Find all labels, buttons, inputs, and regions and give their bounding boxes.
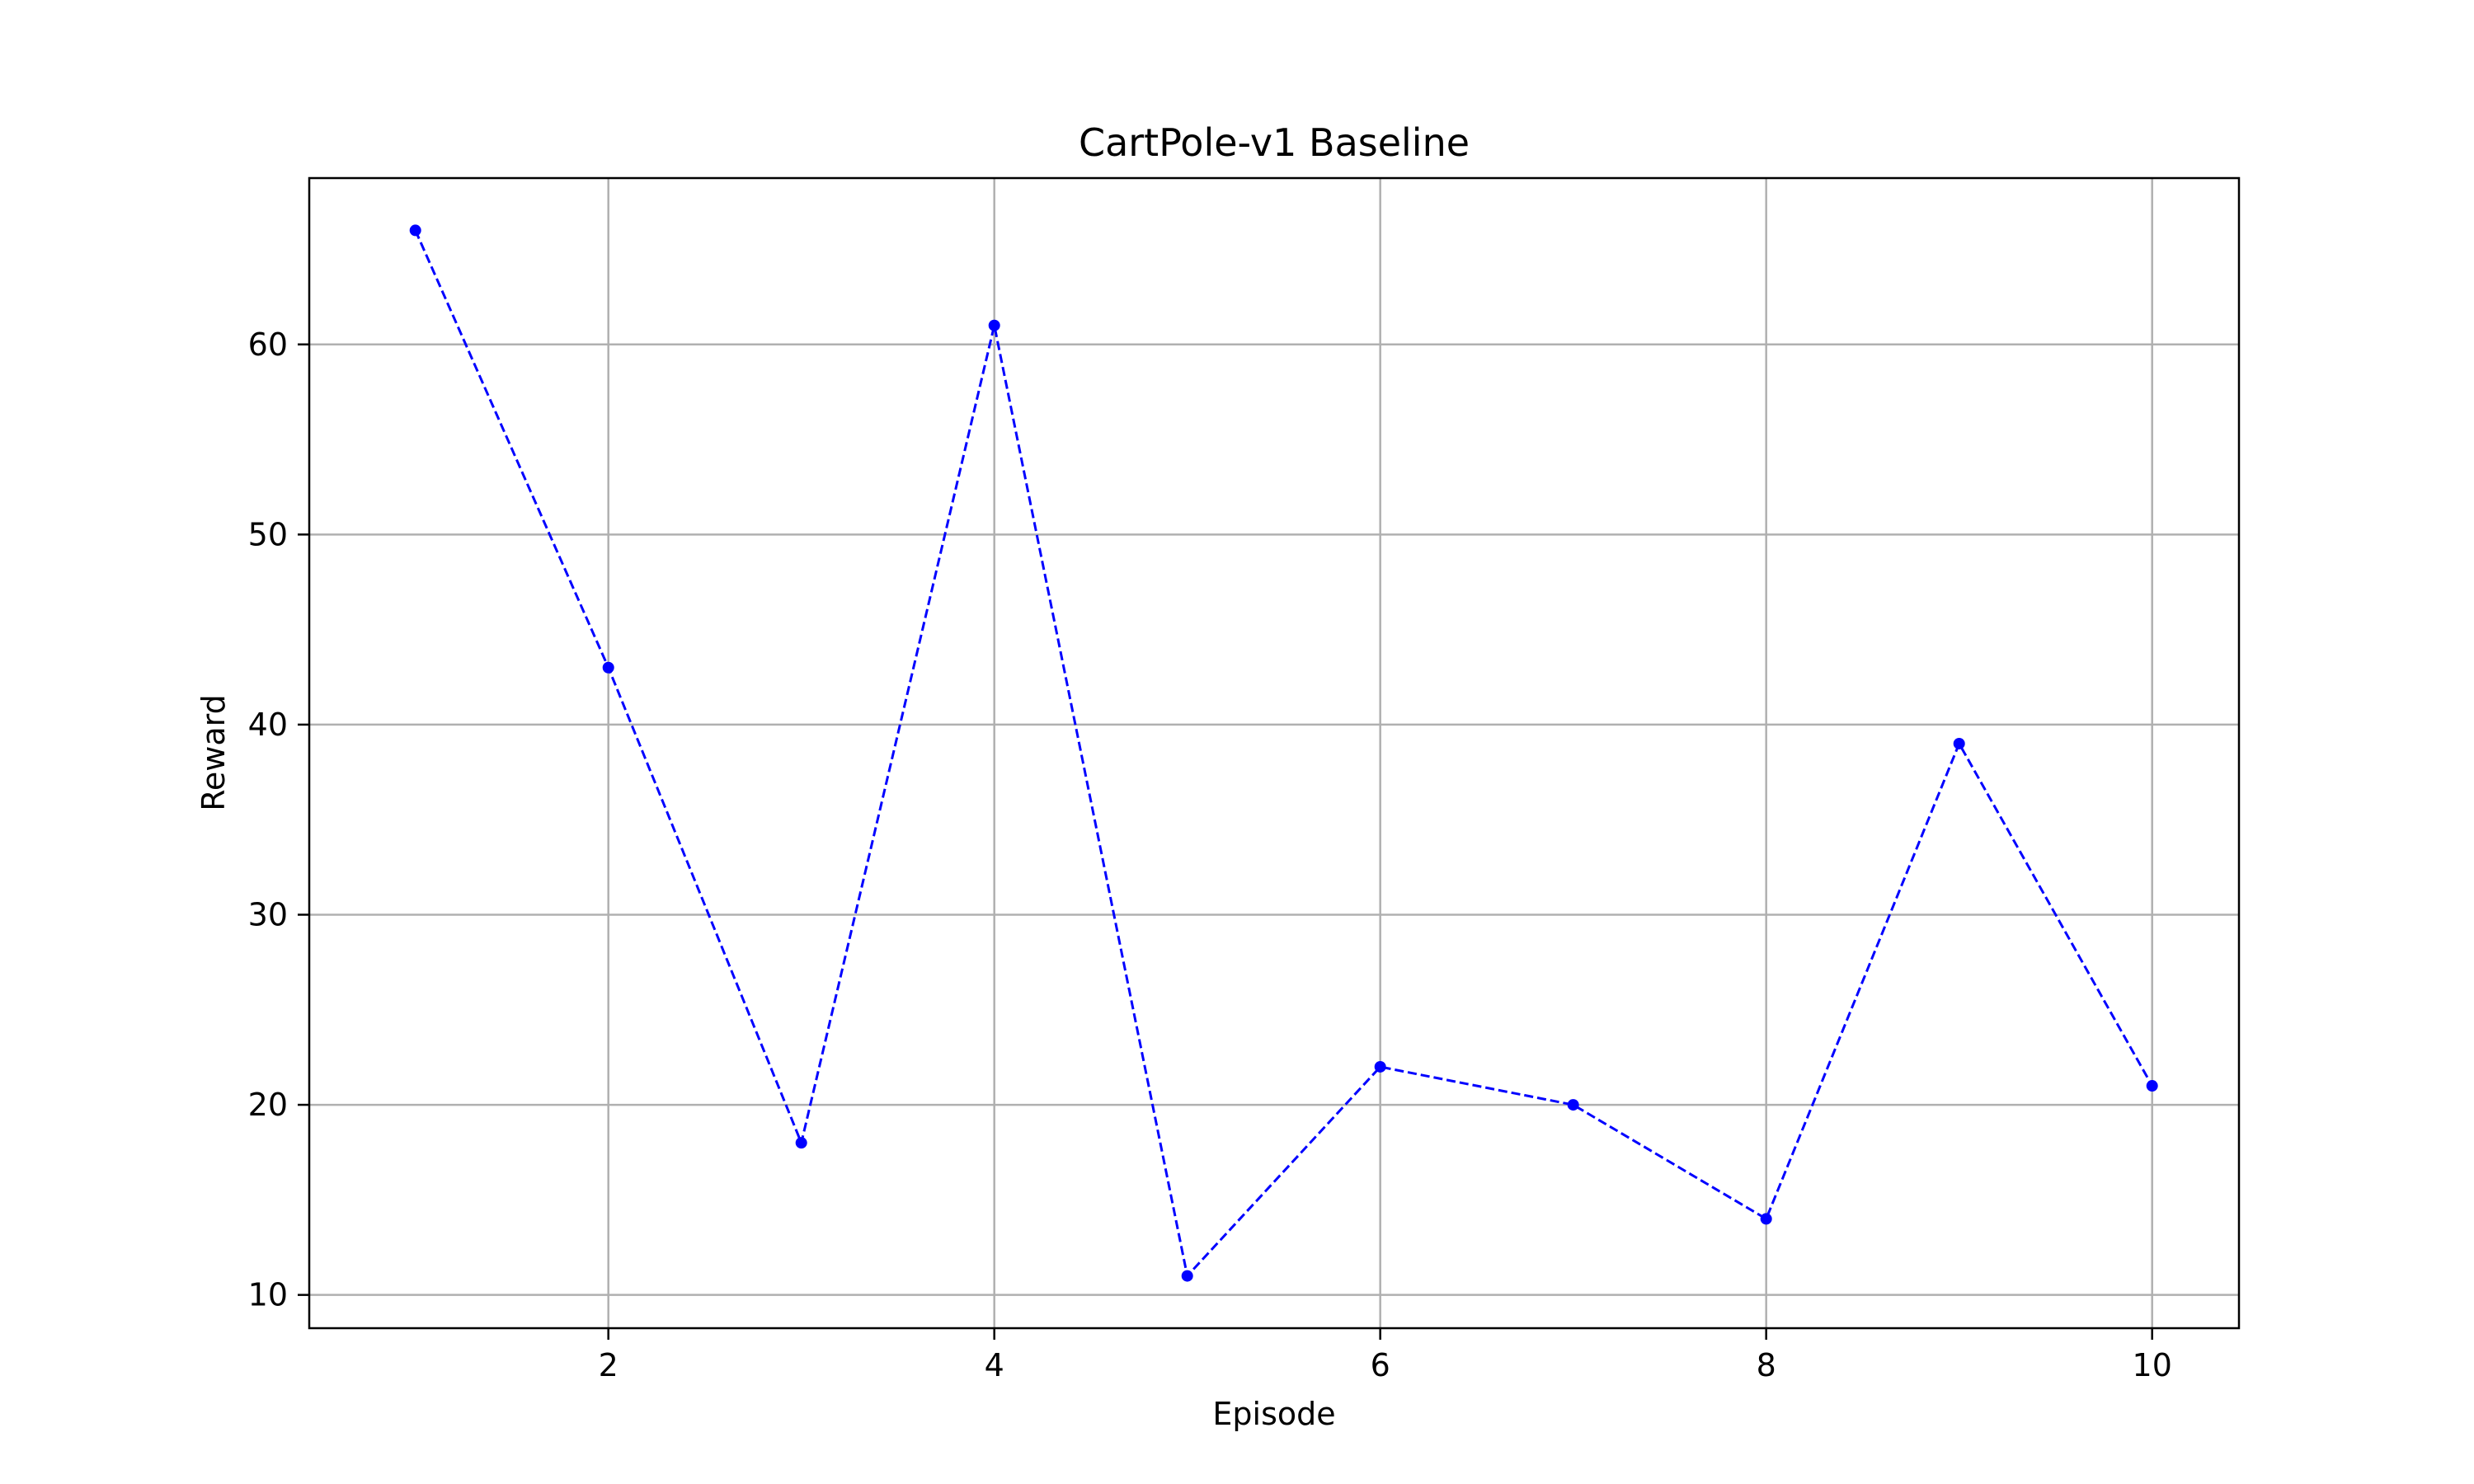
x-axis-label: Episode: [1212, 1396, 1335, 1432]
data-point: [1567, 1099, 1579, 1111]
data-point: [1760, 1213, 1772, 1225]
y-axis-label: Reward: [195, 694, 232, 811]
x-tick-label: 4: [985, 1347, 1004, 1383]
y-tick-label: 50: [248, 516, 288, 552]
ticks: 2 4 6 8 10 10 20 30 40 50 60: [248, 326, 2172, 1383]
plot-frame: [308, 176, 2241, 1330]
x-tick-label: 10: [2133, 1347, 2172, 1383]
y-tick-label: 40: [248, 707, 288, 743]
y-tick-label: 60: [248, 326, 288, 363]
data-point: [1181, 1270, 1193, 1282]
y-tick-label: 20: [248, 1087, 288, 1123]
data-point: [2146, 1080, 2158, 1092]
x-tick-label: 2: [599, 1347, 618, 1383]
data-point: [1374, 1060, 1386, 1073]
y-tick-label: 30: [248, 896, 288, 932]
x-tick-label: 8: [1757, 1347, 1776, 1383]
data-point: [988, 319, 1000, 331]
x-tick-label: 6: [1371, 1347, 1390, 1383]
series-layer: [409, 224, 2158, 1282]
series-line: [414, 229, 2154, 1279]
data-point: [1953, 737, 1965, 749]
data-point: [409, 224, 421, 237]
data-point: [795, 1137, 807, 1149]
chart-title: CartPole-v1 Baseline: [1079, 120, 1470, 165]
y-tick-label: 10: [248, 1277, 288, 1313]
data-point: [602, 661, 614, 674]
grid: [309, 178, 2239, 1328]
